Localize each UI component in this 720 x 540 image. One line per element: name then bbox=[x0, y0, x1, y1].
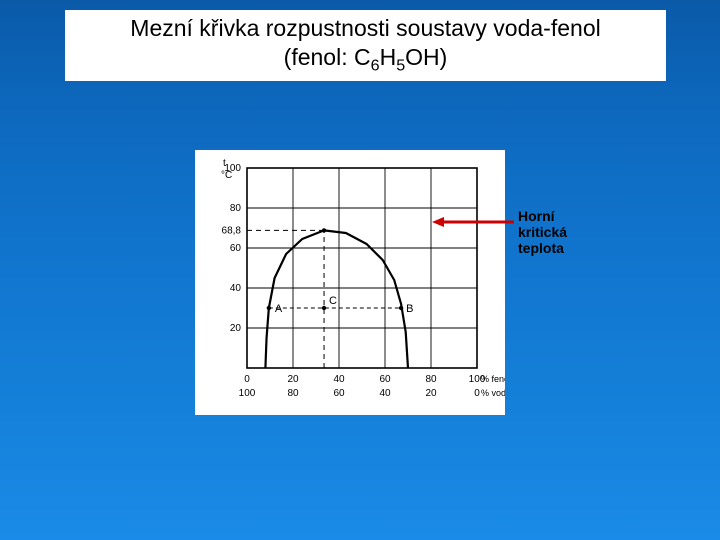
annotation-line-1: Horní bbox=[518, 208, 555, 224]
annotation-critical-temp: Horní kritická teplota bbox=[518, 208, 567, 256]
slide: Mezní křivka rozpustnosti soustavy voda-… bbox=[0, 0, 720, 540]
arrow-to-critical bbox=[0, 0, 720, 540]
annotation-line-3: teplota bbox=[518, 240, 564, 256]
annotation-line-2: kritická bbox=[518, 224, 567, 240]
